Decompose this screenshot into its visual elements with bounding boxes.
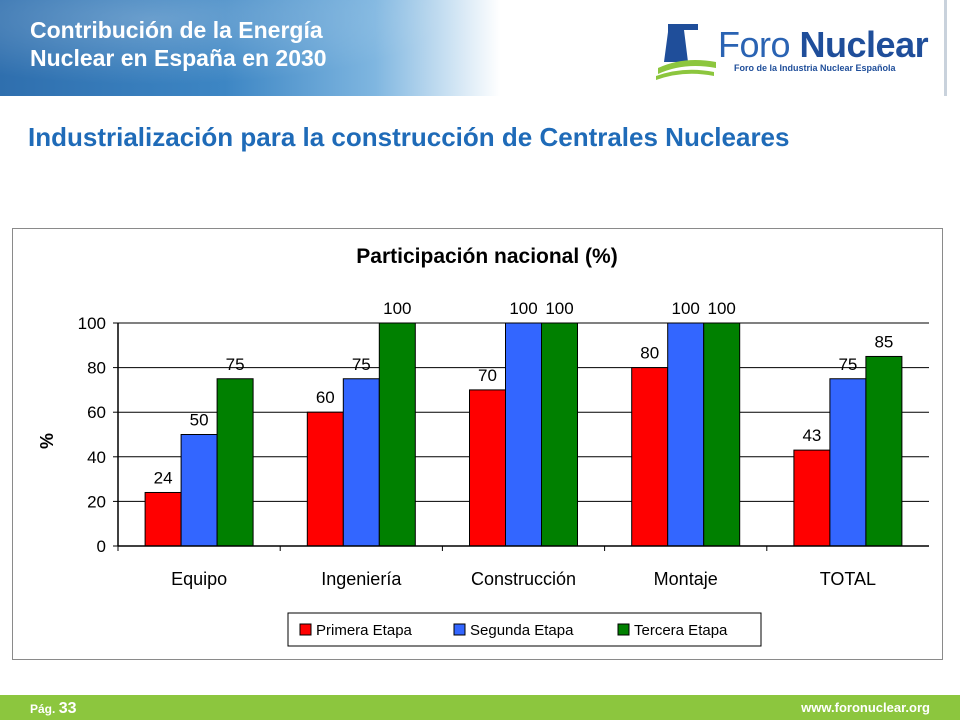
legend-swatch <box>299 623 312 636</box>
y-tick-label: 40 <box>87 448 106 467</box>
x-tick-label: TOTAL <box>820 569 876 589</box>
bar <box>306 411 344 547</box>
logo-name-part1: Foro <box>718 24 791 65</box>
data-label: 100 <box>672 299 700 318</box>
bar <box>865 355 903 547</box>
legend: Primera Etapa Segunda Etapa Tercera Etapa <box>287 612 762 647</box>
data-label: 100 <box>383 299 411 318</box>
axes: 0 20 40 60 80 100 Equipo Ingeniería Construcción… <box>78 314 929 589</box>
data-label: 100 <box>708 299 736 318</box>
bar <box>667 322 705 547</box>
y-tick-label: 60 <box>87 403 106 422</box>
slide-header: Contribución de la Energía Nuclear en Es… <box>0 0 960 96</box>
logo-subtitle: Foro de la Industria Nuclear Española <box>734 63 896 73</box>
logo-name-part2: Nuclear <box>799 24 929 65</box>
bar <box>793 449 831 547</box>
legend-label: Segunda Etapa <box>470 622 574 639</box>
y-tick-label: 20 <box>87 492 106 511</box>
y-tick-label: 100 <box>78 314 106 333</box>
data-label: 100 <box>545 299 573 318</box>
header-title-line2: Nuclear en España en 2030 <box>30 45 327 71</box>
legend-label: Primera Etapa <box>316 622 413 639</box>
chart-title: Participación nacional (%) <box>356 245 617 268</box>
legend-box <box>287 612 762 647</box>
bar <box>703 322 741 547</box>
data-label: 75 <box>352 355 371 374</box>
page-number: Pág. 33 <box>30 700 76 718</box>
data-labels: 24 50 75 60 75 100 70 100 100 80 100 100 43 75 85 <box>154 299 894 487</box>
data-label: 100 <box>509 299 537 318</box>
footer-url-link[interactable]: www.foronuclear.org <box>801 700 930 715</box>
y-tick-label: 0 <box>97 537 106 556</box>
data-label: 43 <box>802 426 821 445</box>
x-tick-label: Equipo <box>171 569 227 589</box>
y-axis-label: % <box>37 433 57 449</box>
data-label: 85 <box>874 332 893 351</box>
bar <box>180 434 218 547</box>
bar <box>378 322 416 547</box>
data-label: 60 <box>316 388 335 407</box>
x-tick-label: Ingeniería <box>321 569 402 589</box>
header-divider <box>944 0 947 96</box>
bar <box>216 378 254 547</box>
x-tick-label: Montaje <box>654 569 718 589</box>
legend-label: Tercera Etapa <box>634 622 728 639</box>
bar <box>541 322 578 547</box>
footer-bar: Pág. 33 www.foronuclear.org <box>0 695 960 720</box>
chart-frame: 0 20 40 60 80 100 Equipo Ingeniería Construcción… <box>12 228 943 660</box>
bar <box>469 389 506 547</box>
bar <box>144 491 182 547</box>
data-label: 70 <box>478 366 497 385</box>
data-label: 50 <box>190 411 209 430</box>
bar <box>829 378 867 547</box>
legend-swatch <box>617 623 630 636</box>
foro-nuclear-logo: Foro Nuclear Foro de la Industria Nuclea… <box>654 22 934 82</box>
data-label: 24 <box>154 468 173 487</box>
logo-mark-icon <box>656 24 716 80</box>
data-label: 75 <box>838 355 857 374</box>
bar-chart: 0 20 40 60 80 100 Equipo Ingeniería Construcción… <box>37 245 929 647</box>
page-title: Industrialización para la construcción d… <box>28 122 790 152</box>
page-number-value: 33 <box>58 700 77 717</box>
y-tick-label: 80 <box>87 359 106 378</box>
legend-swatch <box>453 623 466 636</box>
data-label: 80 <box>640 344 659 363</box>
header-title-line1: Contribución de la Energía <box>30 17 323 43</box>
header-banner <box>0 0 500 96</box>
bars <box>144 322 903 547</box>
page-label: Pág. <box>30 702 56 716</box>
logo-name: Foro Nuclear <box>718 24 929 66</box>
x-tick-label: Construcción <box>471 569 576 589</box>
bar <box>505 322 542 547</box>
bar <box>342 378 380 547</box>
header-title: Contribución de la Energía Nuclear en Es… <box>30 16 327 72</box>
data-label: 75 <box>226 355 245 374</box>
bar <box>631 367 669 547</box>
